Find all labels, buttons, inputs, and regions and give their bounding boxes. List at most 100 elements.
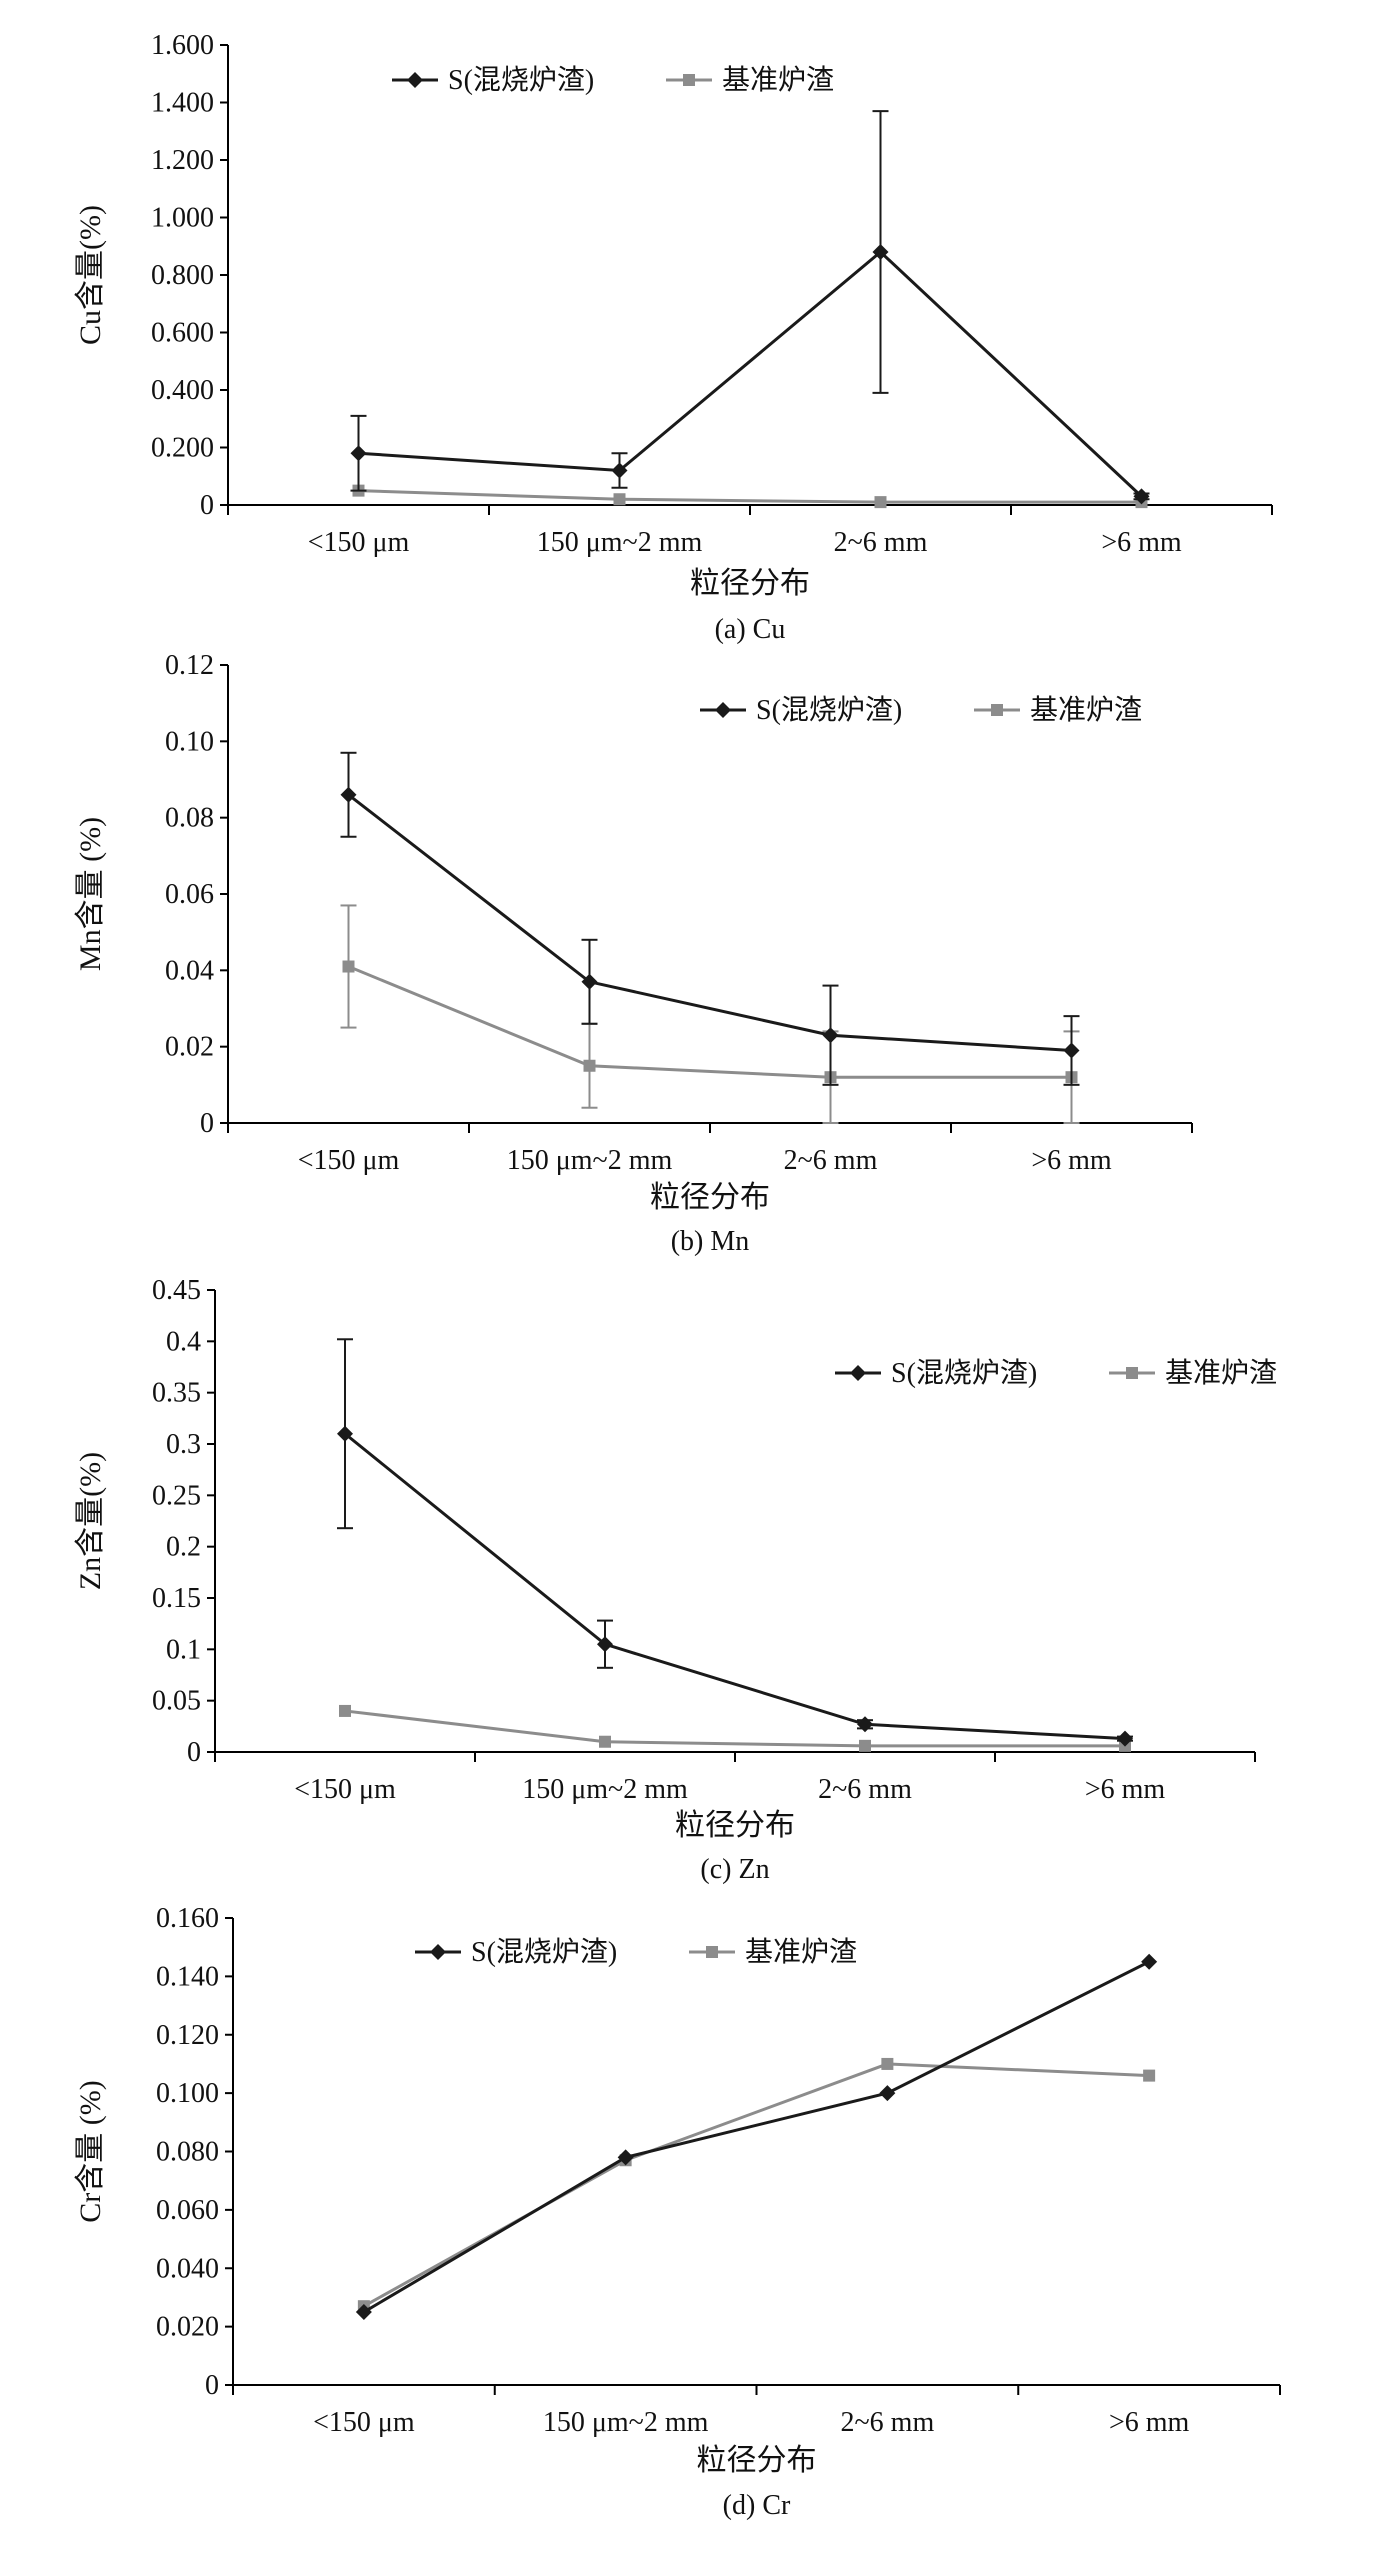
data-point-s [1117, 1730, 1133, 1747]
data-point-s [611, 462, 628, 479]
data-point-s [879, 2085, 896, 2102]
y-tick-label: 0.1 [166, 1634, 201, 1665]
y-axis-title: Zn含量(%) [74, 1452, 107, 1590]
data-point-base [874, 496, 887, 509]
x-axis-title: 粒径分布 [697, 2444, 817, 2477]
x-tick-label: <150 μm [308, 527, 410, 558]
legend-swatch-marker [430, 1944, 446, 1960]
data-point-s [857, 1716, 873, 1733]
chart-caption: (c) Zn [700, 1854, 769, 1885]
legend-label: 基准炉渣 [1165, 1357, 1277, 1389]
y-tick-label: 0.020 [156, 2312, 219, 2343]
y-tick-label: 0.200 [151, 433, 214, 464]
chart-caption: (d) Cr [723, 2490, 791, 2521]
series-line-base [347, 965, 1072, 1079]
y-tick-label: 0.400 [151, 375, 214, 406]
legend: S(混烧炉渣) 基准炉渣 [835, 1357, 1277, 1389]
data-point-s [597, 1636, 613, 1653]
y-tick-label: 0.060 [156, 2195, 219, 2226]
legend-label: S(混烧炉渣) [756, 694, 902, 726]
y-tick-label: 0.600 [151, 318, 214, 349]
x-tick-label: 2~6 mm [834, 527, 928, 558]
y-tick-label: 0.800 [151, 260, 214, 291]
x-tick-label: >6 mm [1031, 1145, 1112, 1176]
data-point-s [340, 786, 357, 803]
legend-label: S(混烧炉渣) [471, 1936, 617, 1968]
y-tick-label: 1.400 [151, 88, 214, 119]
y-tick-label: 0.100 [156, 2078, 219, 2109]
x-tick-label: 150 μm~2 mm [543, 2407, 709, 2438]
legend-label: S(混烧炉渣) [891, 1357, 1037, 1389]
y-tick-label: 0.120 [156, 2020, 219, 2051]
chart-zn: 0 0.05 0.1 0.15 0.2 0.25 0.3 0.35 0.4 0.45 <150 μm… [74, 1275, 1277, 1885]
y-tick-label: 0.4 [166, 1326, 201, 1357]
legend-label: 基准炉渣 [745, 1936, 857, 1968]
y-tick-label: 0.3 [166, 1429, 201, 1460]
data-point-base [339, 1704, 351, 1717]
x-tick-label: 2~6 mm [818, 1774, 912, 1805]
y-tick-label: 0.160 [156, 1903, 219, 1934]
y-tick-label: 0.06 [165, 879, 214, 910]
x-tick-label: 150 μm~2 mm [537, 527, 703, 558]
y-tick-label: 0.02 [165, 1032, 214, 1063]
x-tick-label: 2~6 mm [784, 1145, 878, 1176]
x-tick-label: >6 mm [1085, 1774, 1166, 1805]
x-tick-label: 150 μm~2 mm [507, 1145, 673, 1176]
data-point-base [613, 493, 626, 506]
chart-cr: 0 0.020 0.040 0.060 0.080 0.100 0.120 0.140 0.16… [74, 1903, 1281, 2521]
y-tick-label: 1.200 [151, 145, 214, 176]
x-tick-label: <150 μm [294, 1774, 396, 1805]
legend-swatch-marker [407, 72, 423, 88]
x-tick-label: <150 μm [298, 1145, 400, 1176]
data-point-s [1063, 1042, 1080, 1059]
y-tick-label: 0.05 [152, 1686, 201, 1717]
chart-cu: 0 0.200 0.400 0.600 0.800 1.000 1.200 1.400 1.60… [74, 30, 1273, 645]
y-tick-label: 0 [200, 1108, 214, 1139]
data-point-s [872, 244, 889, 260]
y-tick-label: 0.04 [165, 955, 214, 986]
y-tick-label: 0.08 [165, 803, 214, 834]
series-line-s [363, 1960, 1150, 2314]
chart-caption: (a) Cu [715, 614, 786, 645]
series-line-base [363, 2062, 1150, 2308]
y-tick-label: 0 [205, 2370, 219, 2401]
series-line-s [344, 1432, 1126, 1741]
legend-swatch-marker [715, 702, 731, 718]
x-tick-label: <150 μm [313, 2407, 415, 2438]
y-axis-title: Mn含量 (%) [74, 817, 107, 971]
legend-swatch-marker [850, 1365, 866, 1381]
legend-label: S(混烧炉渣) [448, 64, 594, 96]
legend-label: 基准炉渣 [1030, 694, 1142, 726]
chart-mn: 0 0.02 0.04 0.06 0.08 0.10 0.12 <150 μm 150 μm~2… [74, 650, 1193, 1257]
data-point-base [1143, 2069, 1156, 2082]
y-tick-label: 1.600 [151, 30, 214, 61]
y-tick-label: 0.12 [165, 650, 214, 681]
y-tick-label: 0.45 [152, 1275, 201, 1306]
y-tick-label: 0.080 [156, 2137, 219, 2168]
legend: S(混烧炉渣) 基准炉渣 [700, 694, 1142, 726]
y-tick-label: 0.25 [152, 1480, 201, 1511]
y-tick-label: 0.15 [152, 1583, 201, 1614]
data-point-base [342, 960, 355, 973]
y-tick-label: 0 [187, 1737, 201, 1768]
data-point-s [1133, 488, 1150, 505]
y-tick-label: 1.000 [151, 203, 214, 234]
data-point-s [350, 445, 367, 462]
data-point-s [355, 2304, 372, 2321]
y-tick-label: 0.2 [166, 1532, 201, 1563]
y-tick-label: 0.040 [156, 2253, 219, 2284]
legend-swatch-marker [1126, 1367, 1138, 1379]
x-axis-title: 粒径分布 [675, 1809, 795, 1842]
x-tick-label: 2~6 mm [841, 2407, 935, 2438]
y-tick-label: 0.35 [152, 1378, 201, 1409]
legend-label: 基准炉渣 [722, 64, 834, 96]
data-point-s [1141, 1953, 1158, 1970]
data-point-base [859, 1739, 871, 1752]
series-line-base [358, 489, 1142, 504]
x-tick-label: 150 μm~2 mm [522, 1774, 688, 1805]
series-line-s [347, 793, 1072, 1052]
chart-caption: (b) Mn [671, 1226, 750, 1257]
legend-swatch-marker [706, 1946, 718, 1958]
data-point-s [337, 1425, 353, 1442]
